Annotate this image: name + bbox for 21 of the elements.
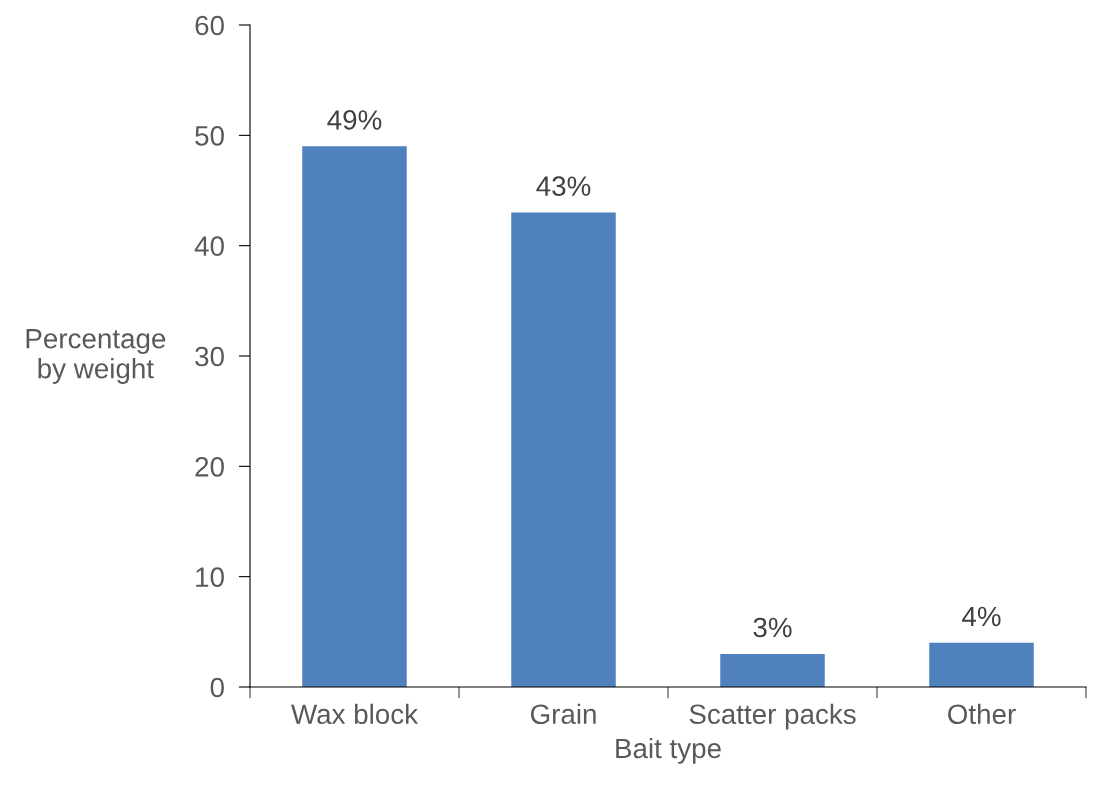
x-axis-title: Bait type bbox=[616, 737, 721, 764]
data-label: 3% bbox=[753, 617, 792, 638]
y-tick-label: 60 bbox=[195, 15, 224, 36]
data-label: 43% bbox=[536, 176, 591, 196]
x-tick-label: Scatter packs bbox=[689, 703, 856, 730]
bar bbox=[511, 212, 616, 687]
bar bbox=[302, 146, 407, 687]
y-tick-label: 10 bbox=[196, 567, 224, 588]
bar bbox=[720, 653, 825, 687]
y-tick-label: 0 bbox=[210, 677, 224, 698]
y-tick-label: 50 bbox=[195, 126, 224, 146]
data-label: 49% bbox=[327, 110, 382, 130]
bar bbox=[929, 642, 1034, 687]
x-tick-label: Wax block bbox=[291, 703, 419, 725]
x-tick-label: Grain bbox=[530, 703, 596, 725]
y-tick-label: 40 bbox=[194, 236, 224, 257]
data-label: 4% bbox=[962, 606, 1001, 627]
y-axis-title: Percentage by weight bbox=[26, 329, 166, 384]
y-tick-label: 30 bbox=[195, 346, 224, 367]
y-tick-label: 20 bbox=[195, 457, 224, 477]
x-tick-label: Other bbox=[948, 703, 1016, 725]
